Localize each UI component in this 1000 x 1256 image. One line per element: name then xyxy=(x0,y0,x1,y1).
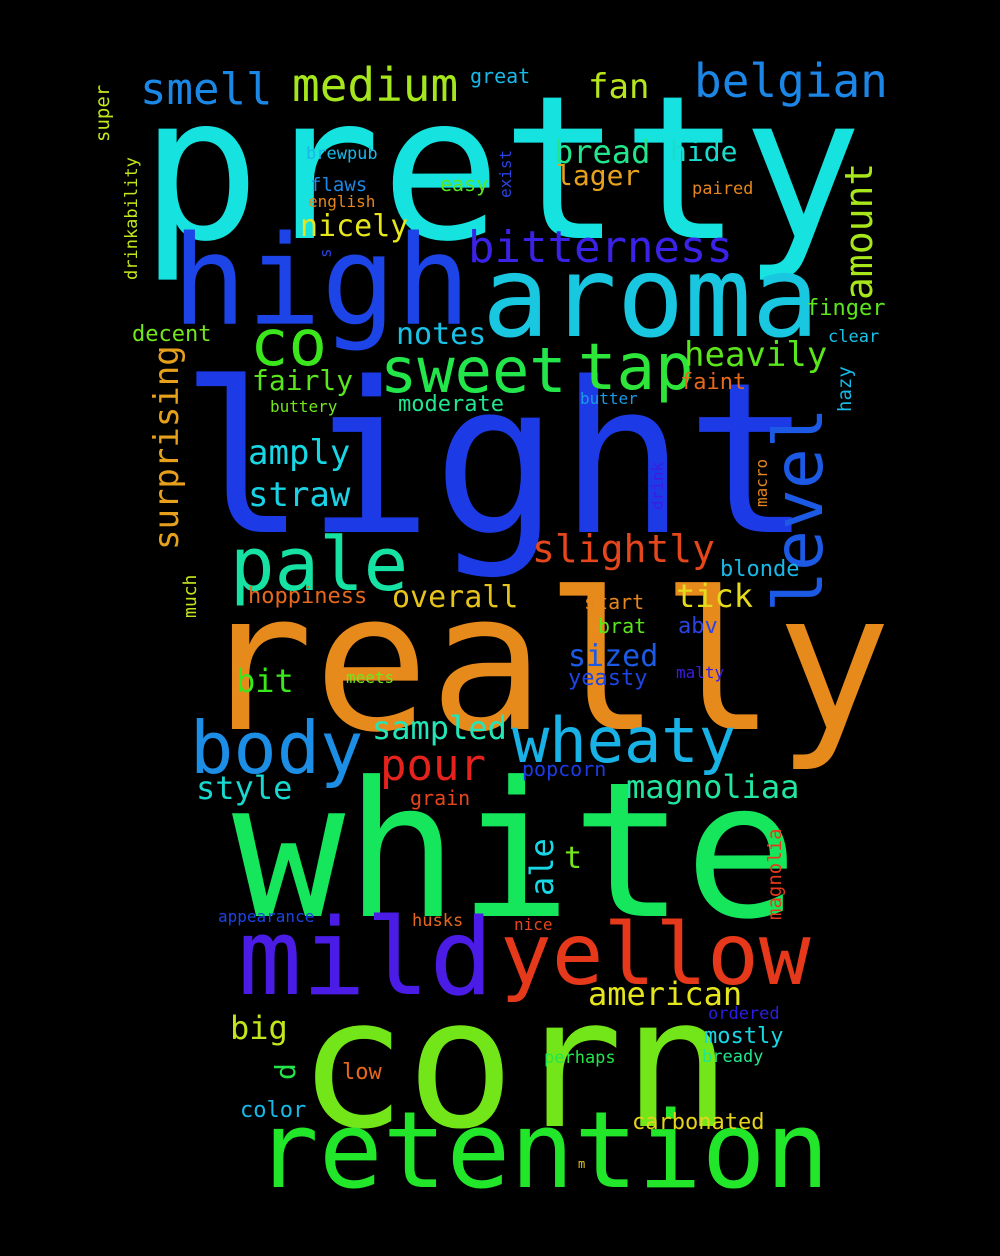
word-sized: sized xyxy=(568,639,659,674)
word-brewpub: brewpub xyxy=(306,144,378,164)
word-magnoliaa: magnoliaa xyxy=(626,768,800,806)
word-really: really xyxy=(198,552,892,775)
word-hide: hide xyxy=(670,135,738,168)
word-pretty: pretty xyxy=(140,53,863,286)
word-magnolia: magnolia xyxy=(764,828,786,920)
word-fan: fan xyxy=(588,67,650,107)
word-grain: grain xyxy=(410,786,471,810)
word-great: great xyxy=(470,64,531,88)
word-sampled: sampled xyxy=(372,709,507,747)
word-mild: mild xyxy=(238,896,494,1019)
word-light: light xyxy=(180,337,813,582)
word-notes: notes xyxy=(396,317,487,352)
word-nice: nice xyxy=(514,915,553,934)
word-surprising: surprising xyxy=(147,345,187,550)
word-moderate: moderate xyxy=(398,392,504,417)
word-bitterness: bitterness xyxy=(468,222,733,273)
word-buttery: buttery xyxy=(270,397,338,416)
word-m: m xyxy=(578,1157,586,1171)
word-corn: corn xyxy=(298,960,732,1169)
word-co: co xyxy=(250,307,328,381)
word-tick: tick xyxy=(676,577,754,615)
word-faint: faint xyxy=(680,370,747,395)
word-malty: malty xyxy=(676,663,725,682)
word-overall: overall xyxy=(392,580,519,615)
word-smell: smell xyxy=(140,64,273,115)
word-fairly: fairly xyxy=(252,364,354,397)
word-high: high xyxy=(172,210,471,354)
word-big: big xyxy=(230,1009,288,1047)
word-bready: bready xyxy=(702,1047,764,1067)
word-carbonated: carbonated xyxy=(632,1110,765,1135)
word-s: s xyxy=(316,248,335,258)
word-bread: bread xyxy=(554,133,651,171)
word-amply: amply xyxy=(248,433,351,473)
word-popcorn: popcorn xyxy=(522,757,607,781)
word-ordered: ordered xyxy=(708,1004,780,1024)
word-husks: husks xyxy=(412,911,464,931)
word-bit: bit xyxy=(236,662,294,700)
word-amount: amount xyxy=(837,162,881,300)
word-slightly: slightly xyxy=(532,527,716,571)
word-drinkability: drinkability xyxy=(122,157,142,280)
word-belgian: belgian xyxy=(694,54,888,108)
word-pale: pale xyxy=(230,522,409,608)
word-flaws: flaws xyxy=(310,174,368,196)
word-butter: butter xyxy=(580,389,638,408)
word-aroma: aroma xyxy=(482,233,820,363)
word-easy: easy xyxy=(440,172,489,196)
word-heavily: heavily xyxy=(684,335,828,375)
word-medium: medium xyxy=(292,58,459,112)
word-d: d xyxy=(269,1063,302,1080)
word-meets: meets xyxy=(346,668,395,687)
word-much: much xyxy=(180,574,201,618)
word-straw: straw xyxy=(248,475,351,515)
word-white: white xyxy=(232,742,798,961)
word-macro: macro xyxy=(752,458,771,507)
word-exist: exist xyxy=(496,149,515,198)
word-wheaty: wheaty xyxy=(512,704,736,777)
word-low: low xyxy=(342,1060,382,1085)
word-yellow: yellow xyxy=(500,905,811,1005)
word-pour: pour xyxy=(380,740,486,791)
word-mostly: mostly xyxy=(704,1024,784,1049)
word-lager: lager xyxy=(556,159,641,192)
word-appearance: appearance xyxy=(218,907,315,926)
word-abv: abv xyxy=(678,614,718,639)
word-t: t xyxy=(564,841,583,876)
word-body: body xyxy=(190,706,364,790)
word-decent: decent xyxy=(132,322,212,347)
word-super: super xyxy=(92,84,114,142)
word-paired: paired xyxy=(692,179,754,199)
word-clear: clear xyxy=(828,327,880,347)
word-brat: brat xyxy=(598,614,647,638)
word-nicely: nicely xyxy=(300,209,409,244)
word-american: american xyxy=(588,975,743,1013)
word-color: color xyxy=(240,1098,307,1123)
word-tap: tap xyxy=(578,331,694,405)
word-style: style xyxy=(196,769,293,807)
word-blonde: blonde xyxy=(720,557,800,582)
word-retention: retention xyxy=(255,1089,830,1212)
word-finger: finger xyxy=(806,296,886,321)
word-perhaps: perhaps xyxy=(544,1048,616,1068)
word-yeasty: yeasty xyxy=(568,666,648,691)
word-english: english xyxy=(308,192,376,211)
word-sweet: sweet xyxy=(380,334,567,407)
word-hoppiness: hoppiness xyxy=(248,584,368,609)
word-drink: drink xyxy=(648,461,667,510)
word-ale: ale xyxy=(523,838,561,896)
word-start: start xyxy=(584,590,645,614)
word-hazy: hazy xyxy=(834,366,856,412)
